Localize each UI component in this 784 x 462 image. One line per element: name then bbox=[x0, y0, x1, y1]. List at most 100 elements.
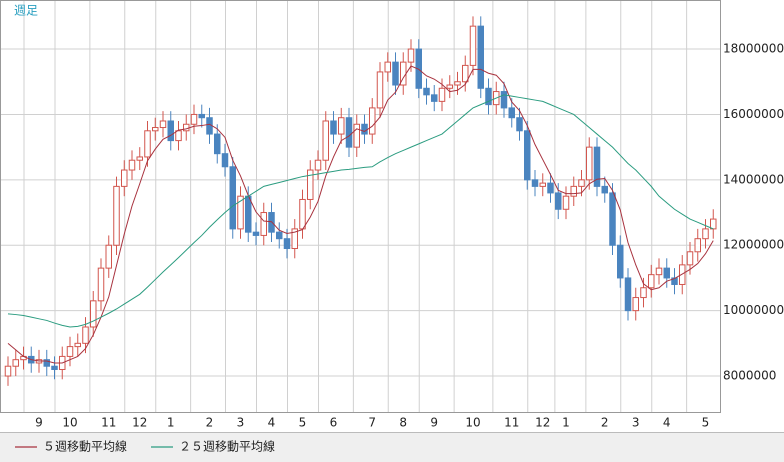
candle-body bbox=[531, 179, 539, 187]
candle-body bbox=[74, 342, 81, 348]
candle-body bbox=[539, 182, 546, 187]
candle-body bbox=[454, 81, 461, 86]
candle-body bbox=[307, 169, 314, 200]
grid bbox=[0, 0, 720, 412]
candle-body bbox=[632, 297, 639, 312]
candle-body bbox=[710, 218, 717, 230]
candle-body bbox=[555, 192, 562, 210]
candle-body bbox=[570, 185, 577, 197]
candle-body bbox=[384, 61, 391, 73]
x-tick-label: 4 bbox=[268, 416, 276, 430]
candle-body bbox=[4, 365, 12, 377]
x-tick-label: 2 bbox=[601, 416, 609, 430]
y-tick-label: 8000000 bbox=[723, 369, 776, 383]
candle-body bbox=[562, 195, 570, 210]
x-tick-label: 12 bbox=[535, 416, 550, 430]
candle-body bbox=[183, 123, 190, 132]
candle-body bbox=[431, 94, 438, 102]
candle-body bbox=[392, 61, 399, 86]
y-tick-label: 18000000 bbox=[723, 42, 784, 56]
candle-body bbox=[524, 130, 531, 181]
candle-body bbox=[593, 146, 601, 187]
candle-body bbox=[314, 159, 322, 171]
candle-body bbox=[376, 71, 384, 109]
plot-frame bbox=[0, 0, 721, 413]
candle-body bbox=[291, 228, 298, 250]
chart-title: 週足 bbox=[14, 4, 38, 18]
candle-body bbox=[702, 228, 709, 240]
candle-body bbox=[369, 107, 376, 135]
candle-body bbox=[51, 365, 58, 370]
legend-label: ２５週移動平均線 bbox=[179, 439, 275, 454]
x-tick-label: 3 bbox=[237, 416, 245, 430]
candle-body bbox=[686, 251, 694, 266]
candle-body bbox=[469, 25, 477, 66]
candle-body bbox=[446, 84, 453, 89]
candle-body bbox=[516, 117, 523, 132]
x-tick-label: 3 bbox=[632, 416, 640, 430]
candle-body bbox=[245, 195, 252, 233]
candle-body bbox=[97, 267, 105, 302]
x-tick-label: 5 bbox=[702, 416, 710, 430]
candle-body bbox=[229, 166, 236, 230]
candle-body bbox=[159, 120, 167, 129]
candle-body bbox=[82, 326, 89, 344]
candle-body bbox=[105, 244, 112, 269]
x-tick-label: 7 bbox=[368, 416, 376, 430]
candle-body bbox=[338, 117, 345, 135]
y-tick-label: 14000000 bbox=[723, 172, 784, 186]
candle-body bbox=[694, 238, 701, 253]
candle-body bbox=[299, 198, 306, 230]
candle-body bbox=[640, 287, 647, 299]
x-tick-label: 6 bbox=[330, 416, 338, 430]
x-tick-label: 2 bbox=[206, 416, 214, 430]
candle-body bbox=[113, 185, 120, 246]
candle-body bbox=[438, 87, 446, 102]
x-tick-label: 11 bbox=[101, 416, 116, 430]
ma-line bbox=[7, 65, 714, 364]
candle-body bbox=[485, 87, 492, 106]
candle-body bbox=[190, 113, 198, 125]
candle-body bbox=[322, 120, 329, 161]
candle-body bbox=[136, 156, 143, 161]
candle-body bbox=[12, 359, 19, 367]
candle-body bbox=[144, 130, 151, 158]
x-tick-label: 5 bbox=[299, 416, 307, 430]
x-tick-label: 10 bbox=[62, 416, 77, 430]
candle-body bbox=[43, 359, 50, 367]
candle-body bbox=[508, 107, 515, 119]
candle-body bbox=[617, 244, 624, 279]
candle-body bbox=[663, 267, 670, 279]
candle-body bbox=[175, 130, 182, 142]
candle-body bbox=[237, 195, 244, 230]
candle-body bbox=[462, 64, 469, 83]
candle-body bbox=[276, 231, 283, 240]
y-tick-label: 16000000 bbox=[723, 107, 784, 121]
candle-body bbox=[423, 87, 430, 96]
candle-body bbox=[671, 277, 678, 285]
candle-body bbox=[361, 123, 368, 135]
candle-body bbox=[252, 231, 260, 236]
candle-body bbox=[198, 113, 205, 119]
candle-body bbox=[345, 117, 353, 148]
x-tick-label: 11 bbox=[504, 416, 519, 430]
candle-body bbox=[578, 179, 585, 187]
candle-body bbox=[648, 274, 655, 289]
x-tick-label: 1 bbox=[562, 416, 570, 430]
candle-body bbox=[679, 264, 686, 285]
x-tick-label: 1 bbox=[167, 416, 175, 430]
candle-body bbox=[128, 159, 136, 171]
candle-body bbox=[121, 169, 128, 187]
x-tick-label: 10 bbox=[465, 416, 480, 430]
candle-body bbox=[66, 346, 74, 357]
candle-body bbox=[407, 48, 415, 63]
legend-band bbox=[0, 432, 784, 462]
x-tick-label: 4 bbox=[663, 416, 671, 430]
candle-body bbox=[221, 153, 229, 168]
candle-body bbox=[586, 146, 593, 181]
candle-body bbox=[655, 267, 663, 276]
candle-body bbox=[330, 120, 337, 135]
